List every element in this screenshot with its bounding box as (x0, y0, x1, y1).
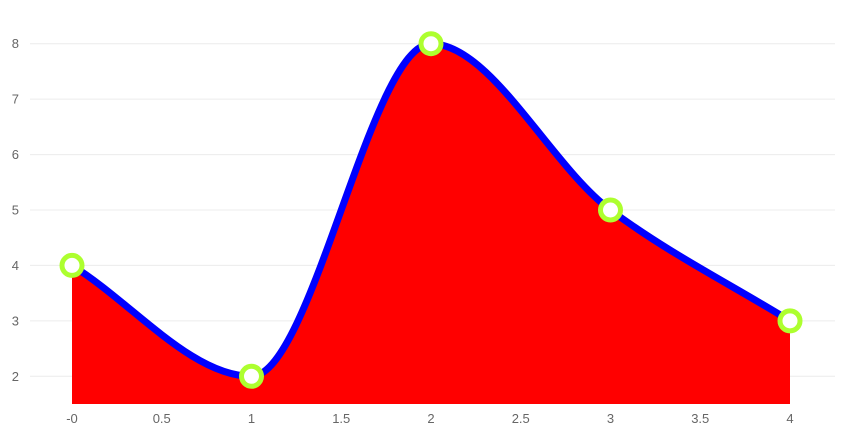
x-axis-ticks: -0 0.5 1 1.5 2 2.5 3 3.5 4 (66, 411, 793, 426)
y-tick-label: 6 (12, 147, 19, 162)
y-tick-label: 2 (12, 369, 19, 384)
line-layer (68, 40, 794, 380)
data-point-marker (418, 31, 444, 57)
x-tick-label: 1.5 (332, 411, 350, 426)
data-point-marker (777, 308, 803, 334)
y-axis-ticks: 2 3 4 5 6 7 8 (12, 36, 19, 384)
y-tick-label: 4 (12, 258, 19, 273)
x-tick-label: -0 (66, 411, 78, 426)
data-point-marker (239, 363, 264, 389)
x-tick-label: 2 (427, 411, 434, 426)
x-tick-label: 0.5 (153, 411, 171, 426)
series-line (68, 40, 794, 380)
area-layer (72, 43, 790, 404)
x-tick-label: 2.5 (512, 411, 530, 426)
marker-layer (59, 31, 803, 389)
x-tick-label: 4 (786, 411, 793, 426)
x-tick-label: 1 (248, 411, 255, 426)
y-tick-label: 7 (12, 92, 19, 107)
x-tick-label: 3.5 (691, 411, 709, 426)
y-tick-label: 5 (12, 203, 19, 218)
y-tick-label: 3 (12, 313, 19, 328)
y-tick-label: 8 (12, 36, 19, 51)
data-point-marker (598, 197, 623, 223)
x-tick-label: 3 (607, 411, 614, 426)
area-fill (72, 43, 790, 404)
data-point-marker (59, 252, 85, 278)
